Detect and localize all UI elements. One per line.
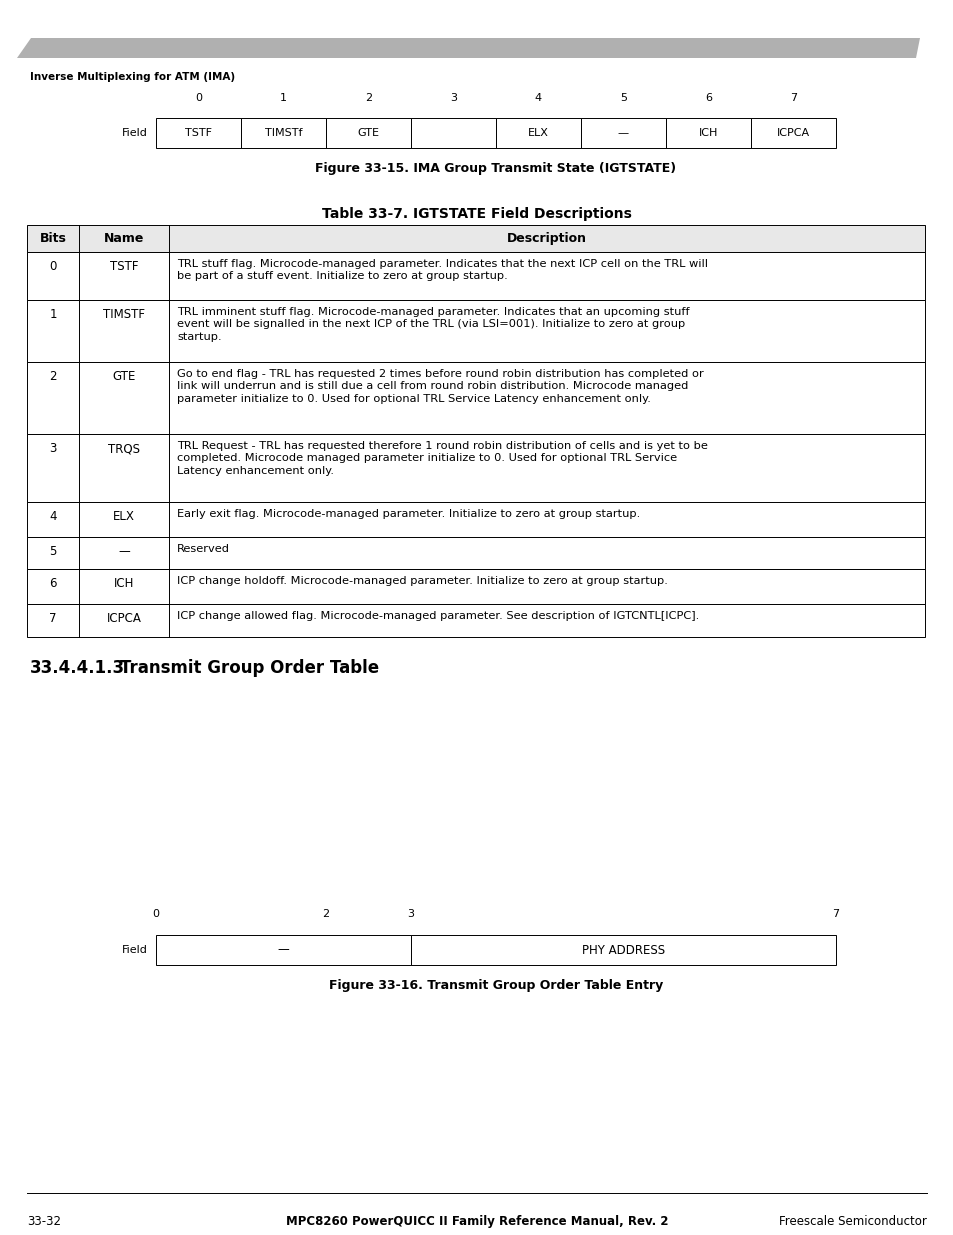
Text: 3: 3	[50, 442, 56, 454]
Text: 7: 7	[789, 93, 796, 103]
Text: 6: 6	[50, 577, 56, 590]
Text: TIMSTf: TIMSTf	[265, 128, 302, 138]
Text: 5: 5	[619, 93, 626, 103]
Text: Bits: Bits	[39, 232, 67, 245]
Bar	[27, 604, 924, 637]
Bar	[27, 501, 924, 537]
Text: TIMSTF: TIMSTF	[103, 308, 145, 321]
Text: 7: 7	[832, 909, 839, 919]
Text: ICPCA: ICPCA	[776, 128, 809, 138]
Text: 1: 1	[280, 93, 287, 103]
Text: ICP change allowed flag. Microcode-managed parameter. See description of IGTCNTL: ICP change allowed flag. Microcode-manag…	[177, 611, 699, 621]
Text: Field: Field	[122, 128, 148, 138]
Bar	[411, 119, 496, 148]
Bar	[496, 119, 580, 148]
Text: 4: 4	[535, 93, 541, 103]
Text: 4: 4	[50, 510, 56, 522]
Text: 1: 1	[50, 308, 56, 321]
Text: 3: 3	[407, 909, 414, 919]
Text: 6: 6	[704, 93, 711, 103]
Bar	[27, 537, 924, 569]
Text: ICH: ICH	[699, 128, 718, 138]
Text: ICPCA: ICPCA	[107, 613, 141, 625]
Text: Figure 33-15. IMA Group Transmit State (IGTSTATE): Figure 33-15. IMA Group Transmit State (…	[315, 162, 676, 175]
Text: Early exit flag. Microcode-managed parameter. Initialize to zero at group startu: Early exit flag. Microcode-managed param…	[177, 509, 639, 519]
Bar	[750, 119, 835, 148]
Text: TRL stuff flag. Microcode-managed parameter. Indicates that the next ICP cell on: TRL stuff flag. Microcode-managed parame…	[177, 259, 707, 282]
Text: Description: Description	[506, 232, 586, 245]
Text: MPC8260 PowerQUICC II Family Reference Manual, Rev. 2: MPC8260 PowerQUICC II Family Reference M…	[286, 1215, 667, 1228]
Bar	[27, 569, 924, 604]
Text: Field: Field	[122, 945, 148, 955]
Text: 2: 2	[322, 909, 329, 919]
Text: TSTF: TSTF	[185, 128, 212, 138]
Text: ICH: ICH	[113, 577, 134, 590]
Text: Name: Name	[104, 232, 144, 245]
Text: GTE: GTE	[112, 370, 135, 383]
Text: TRL imminent stuff flag. Microcode-managed parameter. Indicates that an upcoming: TRL imminent stuff flag. Microcode-manag…	[177, 308, 689, 342]
Text: Table 33-7. IGTSTATE Field Descriptions: Table 33-7. IGTSTATE Field Descriptions	[322, 207, 631, 221]
Bar	[27, 300, 924, 362]
Text: —: —	[618, 128, 628, 138]
Text: TSTF: TSTF	[110, 261, 138, 273]
Text: ELX: ELX	[113, 510, 134, 522]
Polygon shape	[17, 38, 919, 58]
Text: Inverse Multiplexing for ATM (IMA): Inverse Multiplexing for ATM (IMA)	[30, 72, 234, 82]
Text: Freescale Semiconductor: Freescale Semiconductor	[779, 1215, 926, 1228]
Text: 0: 0	[50, 261, 56, 273]
Bar	[27, 433, 924, 501]
Text: Figure 33-16. Transmit Group Order Table Entry: Figure 33-16. Transmit Group Order Table…	[329, 979, 662, 992]
Text: TRL Request - TRL has requested therefore 1 round robin distribution of cells an: TRL Request - TRL has requested therefor…	[177, 441, 707, 475]
Text: PHY ADDRESS: PHY ADDRESS	[581, 944, 664, 956]
Text: 5: 5	[50, 545, 56, 558]
Bar	[580, 119, 665, 148]
Text: 2: 2	[50, 370, 56, 383]
Text: Go to end flag - TRL has requested 2 times before round robin distribution has c: Go to end flag - TRL has requested 2 tim…	[177, 369, 703, 404]
Bar	[241, 119, 326, 148]
Text: ICP change holdoff. Microcode-managed parameter. Initialize to zero at group sta: ICP change holdoff. Microcode-managed pa…	[177, 576, 667, 585]
Text: 3: 3	[450, 93, 456, 103]
Text: 33-32: 33-32	[27, 1215, 61, 1228]
Text: Transmit Group Order Table: Transmit Group Order Table	[120, 659, 378, 677]
Text: TRQS: TRQS	[108, 442, 140, 454]
Text: —: —	[118, 545, 130, 558]
Text: GTE: GTE	[357, 128, 379, 138]
Text: Reserved: Reserved	[177, 543, 230, 555]
Bar	[27, 252, 924, 300]
Text: —: —	[277, 944, 289, 956]
Bar	[665, 119, 750, 148]
Text: ELX: ELX	[528, 128, 548, 138]
Text: 7: 7	[50, 613, 56, 625]
Text: 33.4.4.1.3: 33.4.4.1.3	[30, 659, 125, 677]
Bar	[156, 935, 411, 965]
Text: 2: 2	[365, 93, 372, 103]
Text: 0: 0	[152, 909, 159, 919]
Bar	[27, 362, 924, 433]
Bar	[156, 119, 241, 148]
Text: 0: 0	[194, 93, 202, 103]
Bar	[326, 119, 411, 148]
Bar	[411, 935, 835, 965]
Bar	[27, 225, 924, 252]
